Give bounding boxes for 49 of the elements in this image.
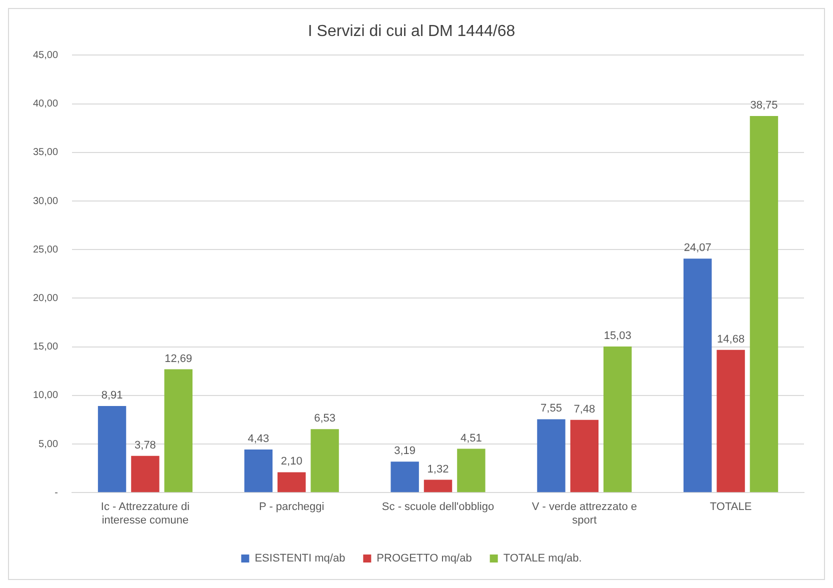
data-label: 3,78 bbox=[134, 439, 156, 452]
data-label: 2,10 bbox=[280, 456, 302, 468]
bar bbox=[424, 480, 452, 492]
bar bbox=[164, 369, 193, 492]
data-label: 3,19 bbox=[394, 445, 416, 458]
data-label: 12,69 bbox=[164, 352, 192, 365]
y-tick-label: 5,00 bbox=[38, 438, 58, 450]
bar bbox=[244, 450, 273, 492]
data-label: 4,51 bbox=[460, 432, 482, 444]
data-label: 1,32 bbox=[427, 463, 449, 476]
y-tick-label: 30,00 bbox=[32, 196, 58, 207]
y-tick-label: 15,00 bbox=[32, 342, 58, 353]
data-label: 15,03 bbox=[604, 330, 632, 342]
bar bbox=[603, 346, 632, 492]
data-label: 6,53 bbox=[314, 412, 336, 425]
bar bbox=[131, 456, 160, 492]
y-tick-label: - bbox=[54, 487, 58, 498]
bar bbox=[390, 462, 419, 492]
y-tick-label: 10,00 bbox=[32, 390, 58, 402]
y-tick-label: 20,00 bbox=[32, 292, 58, 304]
data-label: 24,07 bbox=[684, 242, 712, 254]
bar bbox=[310, 429, 339, 492]
data-label: 7,55 bbox=[540, 402, 562, 415]
x-tick-label: Ic - Attrezzature di interesse comune bbox=[100, 501, 190, 526]
data-label: 38,75 bbox=[750, 99, 778, 112]
data-label: 7,48 bbox=[574, 403, 596, 416]
x-tick-label: TOTALE bbox=[710, 501, 752, 514]
y-tick-label: 35,00 bbox=[32, 147, 58, 158]
data-label: 4,43 bbox=[248, 433, 270, 446]
bar bbox=[716, 350, 745, 492]
bar bbox=[570, 420, 599, 492]
x-tick-label: P - parcheggi bbox=[259, 501, 324, 514]
bar bbox=[278, 472, 306, 492]
legend-label: TOTALE mq/ab. bbox=[503, 552, 582, 565]
chart-title: I Servizi di cui al DM 1444/68 bbox=[308, 23, 516, 40]
bar bbox=[98, 406, 126, 492]
bar bbox=[684, 258, 712, 492]
y-tick-label: 40,00 bbox=[32, 98, 58, 110]
y-tick-label: 45,00 bbox=[32, 50, 58, 61]
data-label: 8,91 bbox=[101, 390, 123, 402]
data-label: 14,68 bbox=[717, 333, 745, 346]
x-tick-label: V - verde attrezzato e sport bbox=[532, 501, 637, 526]
bar bbox=[457, 448, 486, 492]
bar bbox=[750, 116, 778, 492]
y-tick-label: 25,00 bbox=[32, 244, 58, 256]
bar bbox=[537, 419, 566, 492]
x-tick-label: Sc - scuole dell'obbligo bbox=[382, 501, 494, 514]
legend-label: PROGETTO mq/ab bbox=[376, 552, 472, 565]
legend-label: ESISTENTI mq/ab bbox=[254, 552, 346, 565]
